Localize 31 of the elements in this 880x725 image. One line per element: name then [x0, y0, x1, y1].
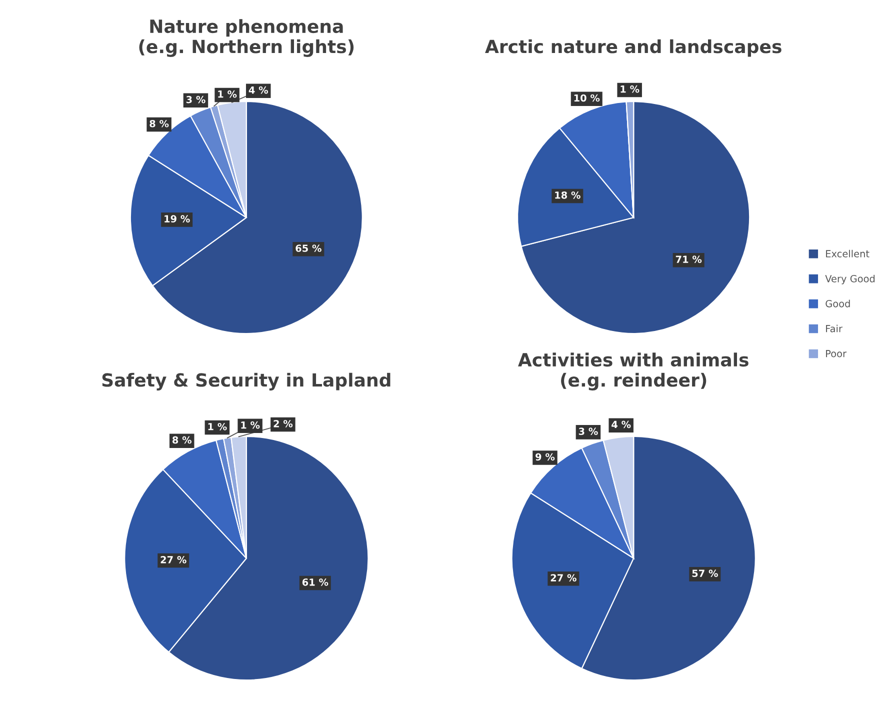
data-label: 71 % — [676, 256, 702, 263]
data-label: 65 % — [296, 244, 322, 252]
data-label: 18 % — [555, 191, 580, 199]
data-label: 27 % — [550, 574, 576, 582]
legend-label: Very Good — [825, 274, 875, 284]
data-label: 19 % — [164, 215, 190, 223]
legend-label: Poor — [826, 350, 847, 358]
chart-title: Safety & Security in Lapland — [102, 372, 390, 390]
data-label: 27 % — [160, 556, 186, 564]
data-label: 3 % — [186, 96, 206, 104]
legend-label: Excellent — [826, 250, 870, 258]
data-label: 3 % — [578, 428, 598, 436]
data-label: 61 % — [302, 578, 328, 586]
data-label: 1 % — [620, 85, 640, 93]
data-label: 1 % — [241, 421, 260, 429]
data-label: 9 % — [536, 453, 555, 461]
pie-slice — [520, 100, 750, 334]
data-label: 2 % — [274, 420, 293, 428]
chart-title: Arctic nature and landscapes — [485, 39, 782, 57]
data-label: 4 % — [612, 420, 631, 428]
chart-title: Activities with animals (e.g. reindeer) — [518, 352, 748, 390]
data-label: 8 % — [150, 120, 169, 128]
chart-title: Nature phenomena (e.g. Northern lights) — [139, 19, 354, 57]
data-label: 10 % — [574, 94, 600, 102]
data-label: 8 % — [172, 436, 192, 444]
data-label: 4 % — [248, 86, 268, 94]
data-label: 1 % — [208, 422, 227, 430]
data-label: 57 % — [692, 570, 718, 578]
data-label: 1 % — [218, 90, 237, 98]
legend-label: Good — [826, 300, 850, 308]
legend-label: Fair — [826, 324, 842, 332]
